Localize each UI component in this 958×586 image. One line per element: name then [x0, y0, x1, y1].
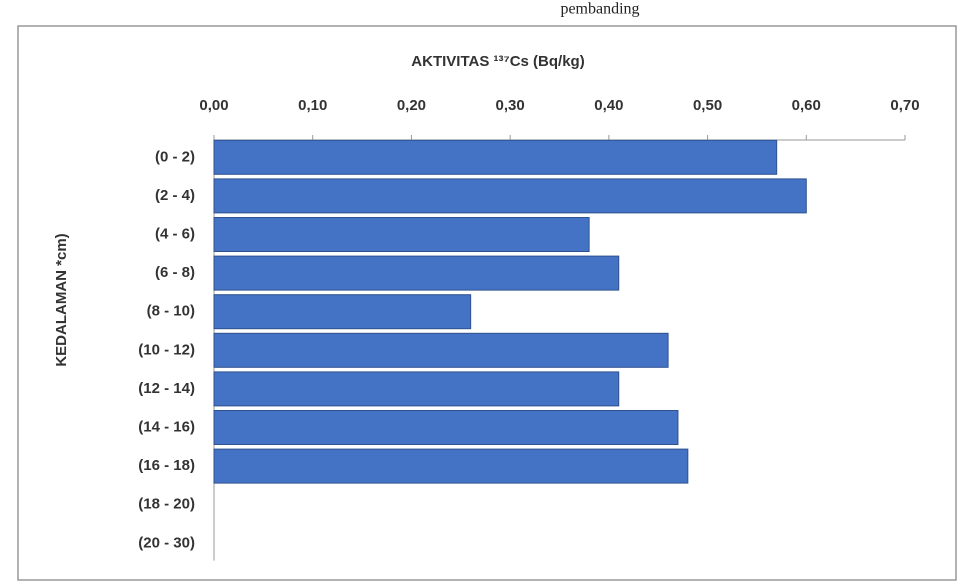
- x-tick-label: 0,20: [397, 97, 426, 114]
- y-tick-label: (18 - 20): [138, 496, 195, 513]
- x-tick-label: 0,60: [792, 97, 821, 114]
- y-tick-label: (10 - 12): [138, 341, 195, 358]
- bar: [213, 294, 472, 330]
- bar: [213, 448, 689, 484]
- y-tick-label: (2 - 4): [155, 187, 195, 204]
- y-tick-label: (14 - 16): [138, 418, 195, 435]
- bar: [213, 410, 679, 445]
- chart-frame: [17, 25, 957, 581]
- bar: [213, 217, 590, 252]
- y-tick-label: (0 - 2): [155, 148, 195, 165]
- x-tick-label: 0,00: [199, 97, 228, 114]
- bar: [213, 139, 778, 175]
- chart-title: AKTIVITAS ¹³⁷Cs (Bq/kg): [411, 53, 584, 70]
- bar: [213, 371, 620, 407]
- y-axis-title: KEDALAMAN *cm): [53, 233, 70, 366]
- x-tick-label: 0,70: [890, 97, 919, 114]
- y-tick-label: (16 - 18): [138, 457, 195, 474]
- bar: [213, 178, 807, 214]
- bar: [213, 255, 620, 291]
- x-tick-label: 0,30: [496, 97, 525, 114]
- y-tick-label: (12 - 14): [138, 380, 195, 397]
- x-tick-label: 0,50: [693, 97, 722, 114]
- y-tick-label: (6 - 8): [155, 264, 195, 281]
- caption-fragment: pembanding: [560, 1, 639, 18]
- x-tick-label: 0,40: [594, 97, 623, 114]
- y-tick-label: (8 - 10): [147, 303, 195, 320]
- bar: [213, 332, 669, 368]
- y-tick-label: (4 - 6): [155, 225, 195, 242]
- y-tick-label: (20 - 30): [138, 534, 195, 551]
- x-tick-label: 0,10: [298, 97, 327, 114]
